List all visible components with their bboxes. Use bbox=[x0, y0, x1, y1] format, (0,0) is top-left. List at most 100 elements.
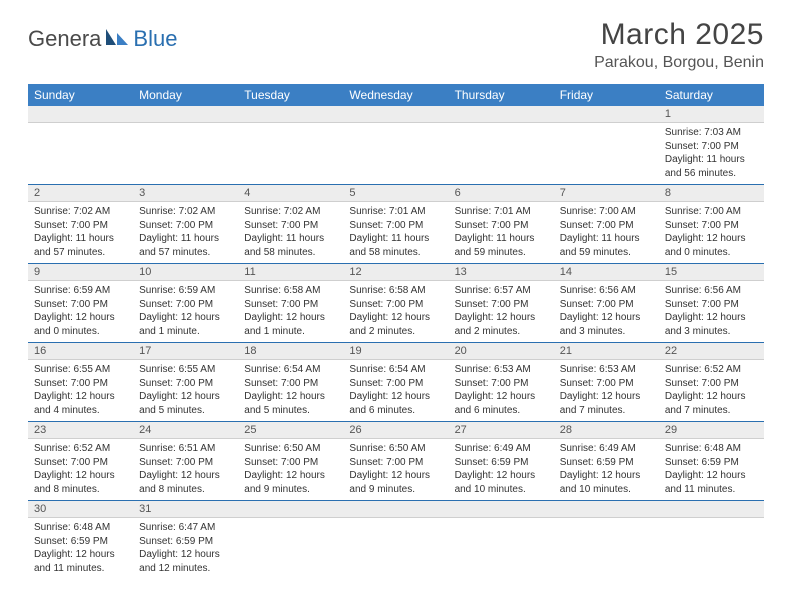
logo-sail-icon bbox=[104, 27, 130, 47]
day-day1: Daylight: 11 hours bbox=[244, 232, 337, 246]
day-day2: and 1 minute. bbox=[244, 325, 337, 339]
day-day1: Daylight: 12 hours bbox=[139, 469, 232, 483]
day-data-cell bbox=[133, 123, 238, 185]
day-sunset: Sunset: 6:59 PM bbox=[665, 456, 758, 470]
day-day2: and 59 minutes. bbox=[455, 246, 548, 260]
day-data-cell bbox=[343, 518, 448, 580]
day-number-cell: 20 bbox=[449, 343, 554, 360]
day-data-cell: Sunrise: 7:01 AMSunset: 7:00 PMDaylight:… bbox=[343, 202, 448, 264]
day-sunrise: Sunrise: 6:56 AM bbox=[665, 284, 758, 298]
day-day1: Daylight: 12 hours bbox=[665, 390, 758, 404]
day-data-row: Sunrise: 7:03 AMSunset: 7:00 PMDaylight:… bbox=[28, 123, 764, 185]
day-data-cell: Sunrise: 7:01 AMSunset: 7:00 PMDaylight:… bbox=[449, 202, 554, 264]
day-sunrise: Sunrise: 6:47 AM bbox=[139, 521, 232, 535]
day-number-cell: 11 bbox=[238, 264, 343, 281]
day-number-cell bbox=[28, 106, 133, 123]
day-data-cell: Sunrise: 6:52 AMSunset: 7:00 PMDaylight:… bbox=[28, 439, 133, 501]
day-sunset: Sunset: 7:00 PM bbox=[244, 219, 337, 233]
day-sunrise: Sunrise: 7:02 AM bbox=[139, 205, 232, 219]
day-number-row: 16171819202122 bbox=[28, 343, 764, 360]
day-number-cell: 2 bbox=[28, 185, 133, 202]
day-sunset: Sunset: 7:00 PM bbox=[455, 298, 548, 312]
day-number-cell: 17 bbox=[133, 343, 238, 360]
day-data-cell bbox=[28, 123, 133, 185]
day-sunrise: Sunrise: 7:02 AM bbox=[34, 205, 127, 219]
day-number-cell: 9 bbox=[28, 264, 133, 281]
day-sunrise: Sunrise: 6:55 AM bbox=[139, 363, 232, 377]
calendar-header-row: SundayMondayTuesdayWednesdayThursdayFrid… bbox=[28, 84, 764, 106]
day-day1: Daylight: 12 hours bbox=[665, 232, 758, 246]
day-data-cell: Sunrise: 7:02 AMSunset: 7:00 PMDaylight:… bbox=[133, 202, 238, 264]
day-day2: and 9 minutes. bbox=[349, 483, 442, 497]
day-sunset: Sunset: 7:00 PM bbox=[665, 377, 758, 391]
day-data-cell: Sunrise: 6:59 AMSunset: 7:00 PMDaylight:… bbox=[28, 281, 133, 343]
day-day1: Daylight: 12 hours bbox=[455, 311, 548, 325]
day-number-cell: 4 bbox=[238, 185, 343, 202]
day-number-cell: 16 bbox=[28, 343, 133, 360]
day-number-cell: 29 bbox=[659, 422, 764, 439]
day-number-row: 1 bbox=[28, 106, 764, 123]
day-sunset: Sunset: 6:59 PM bbox=[455, 456, 548, 470]
day-data-cell: Sunrise: 6:52 AMSunset: 7:00 PMDaylight:… bbox=[659, 360, 764, 422]
day-number-cell bbox=[238, 501, 343, 518]
day-data-row: Sunrise: 6:59 AMSunset: 7:00 PMDaylight:… bbox=[28, 281, 764, 343]
title-block: March 2025 Parakou, Borgou, Benin bbox=[594, 18, 764, 72]
day-day2: and 10 minutes. bbox=[560, 483, 653, 497]
day-number-row: 9101112131415 bbox=[28, 264, 764, 281]
day-sunset: Sunset: 7:00 PM bbox=[139, 219, 232, 233]
day-number-cell: 19 bbox=[343, 343, 448, 360]
day-sunset: Sunset: 7:00 PM bbox=[349, 298, 442, 312]
day-number-cell bbox=[238, 106, 343, 123]
day-data-cell bbox=[659, 518, 764, 580]
weekday-header: Thursday bbox=[449, 84, 554, 106]
day-day1: Daylight: 12 hours bbox=[34, 311, 127, 325]
logo-text-part2: Blue bbox=[133, 26, 177, 52]
day-data-cell: Sunrise: 6:47 AMSunset: 6:59 PMDaylight:… bbox=[133, 518, 238, 580]
logo-text-part1: Genera bbox=[28, 26, 101, 52]
day-data-row: Sunrise: 7:02 AMSunset: 7:00 PMDaylight:… bbox=[28, 202, 764, 264]
day-sunrise: Sunrise: 7:00 AM bbox=[665, 205, 758, 219]
day-number-cell: 30 bbox=[28, 501, 133, 518]
day-day2: and 8 minutes. bbox=[139, 483, 232, 497]
day-number-cell: 6 bbox=[449, 185, 554, 202]
day-day1: Daylight: 12 hours bbox=[139, 390, 232, 404]
day-number-cell: 21 bbox=[554, 343, 659, 360]
day-data-cell: Sunrise: 7:03 AMSunset: 7:00 PMDaylight:… bbox=[659, 123, 764, 185]
day-number-cell: 27 bbox=[449, 422, 554, 439]
day-day1: Daylight: 12 hours bbox=[139, 548, 232, 562]
day-day2: and 57 minutes. bbox=[139, 246, 232, 260]
day-sunrise: Sunrise: 6:54 AM bbox=[244, 363, 337, 377]
day-day2: and 3 minutes. bbox=[665, 325, 758, 339]
weekday-header: Wednesday bbox=[343, 84, 448, 106]
day-data-cell bbox=[449, 123, 554, 185]
day-data-cell: Sunrise: 6:59 AMSunset: 7:00 PMDaylight:… bbox=[133, 281, 238, 343]
day-data-cell: Sunrise: 6:56 AMSunset: 7:00 PMDaylight:… bbox=[554, 281, 659, 343]
day-day1: Daylight: 12 hours bbox=[560, 469, 653, 483]
day-sunset: Sunset: 7:00 PM bbox=[349, 377, 442, 391]
day-sunrise: Sunrise: 6:54 AM bbox=[349, 363, 442, 377]
day-sunrise: Sunrise: 6:49 AM bbox=[455, 442, 548, 456]
day-number-cell: 3 bbox=[133, 185, 238, 202]
day-number-cell bbox=[554, 106, 659, 123]
day-data-cell: Sunrise: 6:55 AMSunset: 7:00 PMDaylight:… bbox=[28, 360, 133, 422]
day-day1: Daylight: 12 hours bbox=[349, 390, 442, 404]
day-sunrise: Sunrise: 6:57 AM bbox=[455, 284, 548, 298]
weekday-header: Monday bbox=[133, 84, 238, 106]
day-sunrise: Sunrise: 7:00 AM bbox=[560, 205, 653, 219]
day-data-cell bbox=[238, 123, 343, 185]
day-sunset: Sunset: 6:59 PM bbox=[139, 535, 232, 549]
day-number-row: 2345678 bbox=[28, 185, 764, 202]
day-sunrise: Sunrise: 6:53 AM bbox=[455, 363, 548, 377]
day-number-cell: 1 bbox=[659, 106, 764, 123]
day-day2: and 56 minutes. bbox=[665, 167, 758, 181]
day-day1: Daylight: 12 hours bbox=[455, 390, 548, 404]
day-number-cell: 18 bbox=[238, 343, 343, 360]
day-day2: and 8 minutes. bbox=[34, 483, 127, 497]
day-data-cell bbox=[343, 123, 448, 185]
weekday-header: Sunday bbox=[28, 84, 133, 106]
day-number-cell: 15 bbox=[659, 264, 764, 281]
day-data-cell bbox=[554, 123, 659, 185]
calendar-table: SundayMondayTuesdayWednesdayThursdayFrid… bbox=[28, 84, 764, 579]
day-number-cell: 25 bbox=[238, 422, 343, 439]
day-sunrise: Sunrise: 6:59 AM bbox=[34, 284, 127, 298]
